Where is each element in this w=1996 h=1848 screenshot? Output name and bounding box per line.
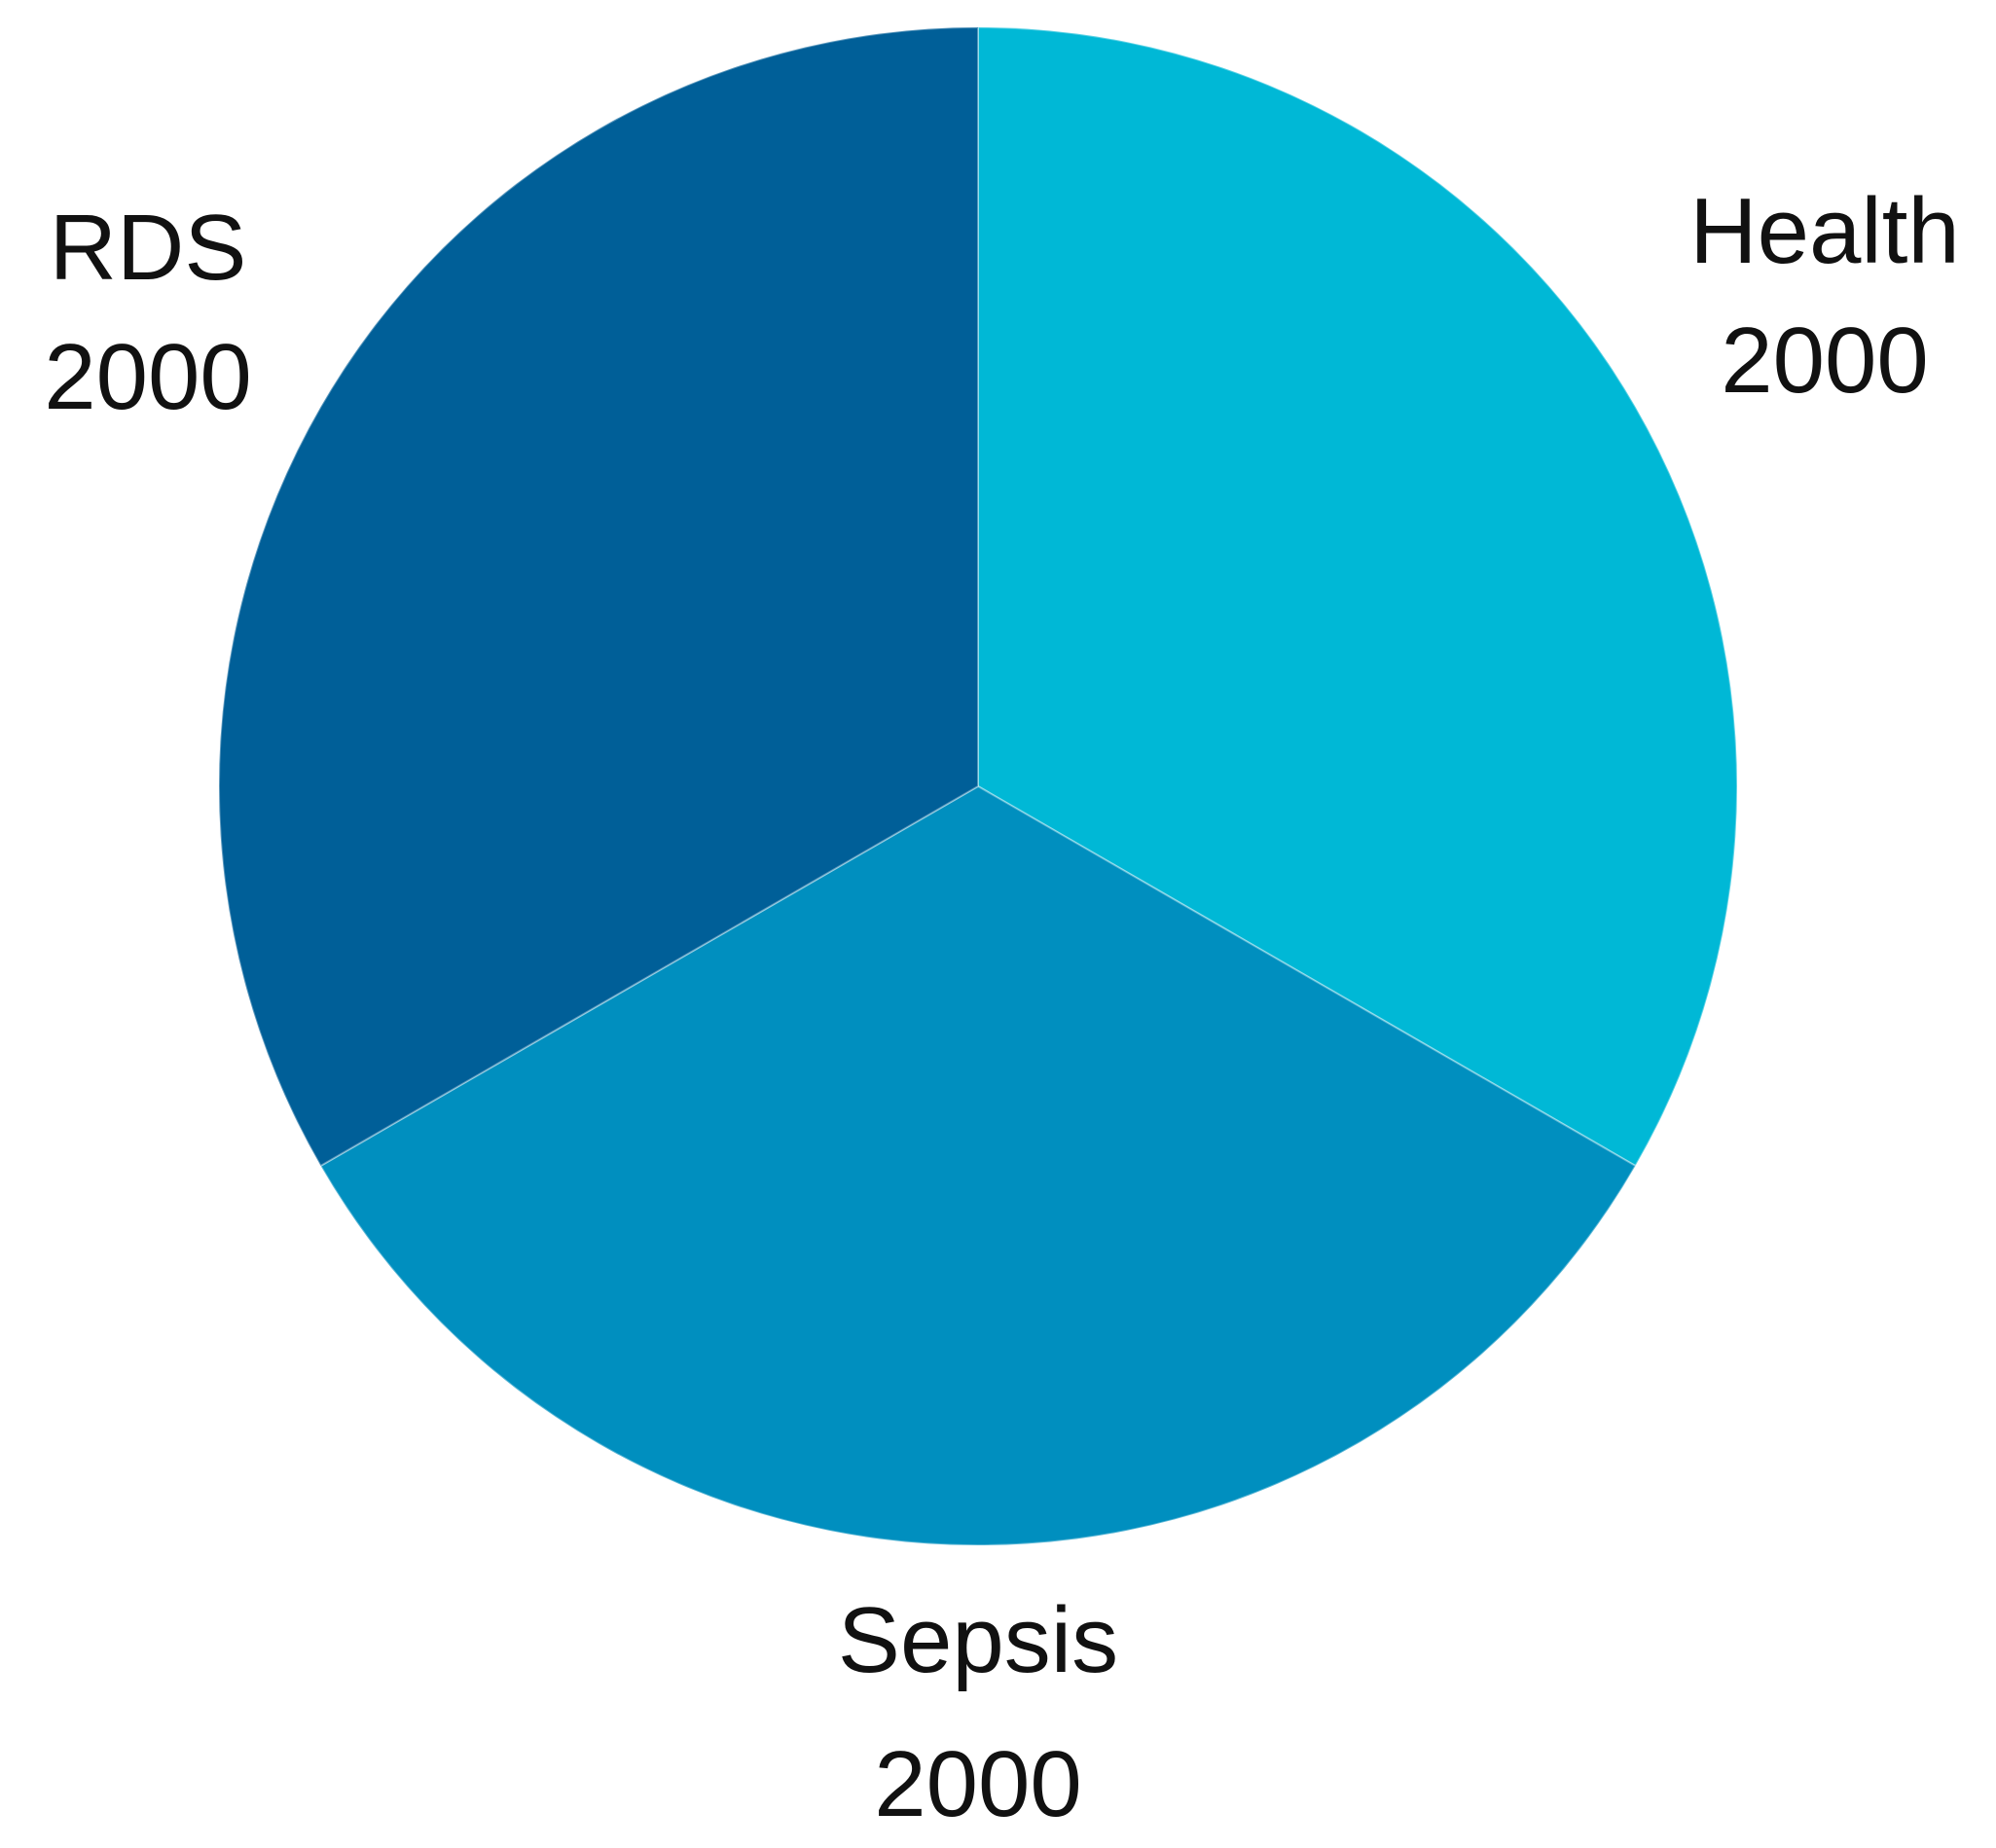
pie-slice-rds [218,25,979,1168]
pie-slice-sepsis [319,784,1637,1546]
pie-slice-health [977,25,1738,1168]
label-sepsis-value: 2000 [874,1732,1082,1836]
label-rds-name: RDS [50,196,247,300]
pie-slices [218,25,1738,1546]
label-health-name: Health [1689,179,1960,283]
label-health-value: 2000 [1721,308,1929,413]
label-sepsis-name: Sepsis [838,1588,1118,1692]
label-rds-value: 2000 [44,325,252,429]
